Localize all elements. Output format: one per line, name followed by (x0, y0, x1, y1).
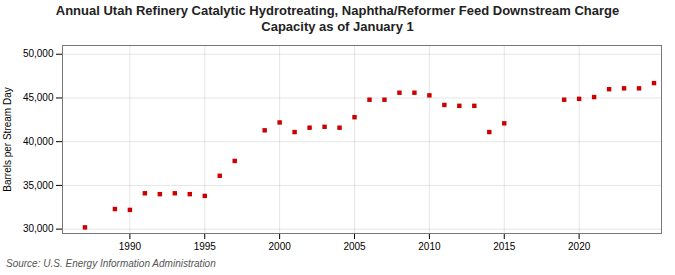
svg-text:Barrels per Stream Day: Barrels per Stream Day (2, 87, 13, 191)
html-text:Source: U.S. Energy Informatio: Source: U.S. Energy Information Administ… (6, 258, 216, 269)
svg-text:2020: 2020 (568, 241, 591, 252)
svg-text:35,000: 35,000 (23, 180, 54, 191)
svg-text:30,000: 30,000 (23, 223, 54, 234)
svg-text:2000: 2000 (269, 241, 292, 252)
svg-text:45,000: 45,000 (23, 92, 54, 103)
svg-text:1995: 1995 (194, 241, 217, 252)
svg-text:1990: 1990 (119, 241, 142, 252)
svg-text:2015: 2015 (493, 241, 516, 252)
html-text:Annual Utah Refinery Catalytic: Annual Utah Refinery Catalytic Hydrotrea… (55, 3, 620, 34)
svg-text:2010: 2010 (418, 241, 441, 252)
svg-text:50,000: 50,000 (23, 48, 54, 59)
svg-text:40,000: 40,000 (23, 136, 54, 147)
svg-text:2005: 2005 (343, 241, 366, 252)
